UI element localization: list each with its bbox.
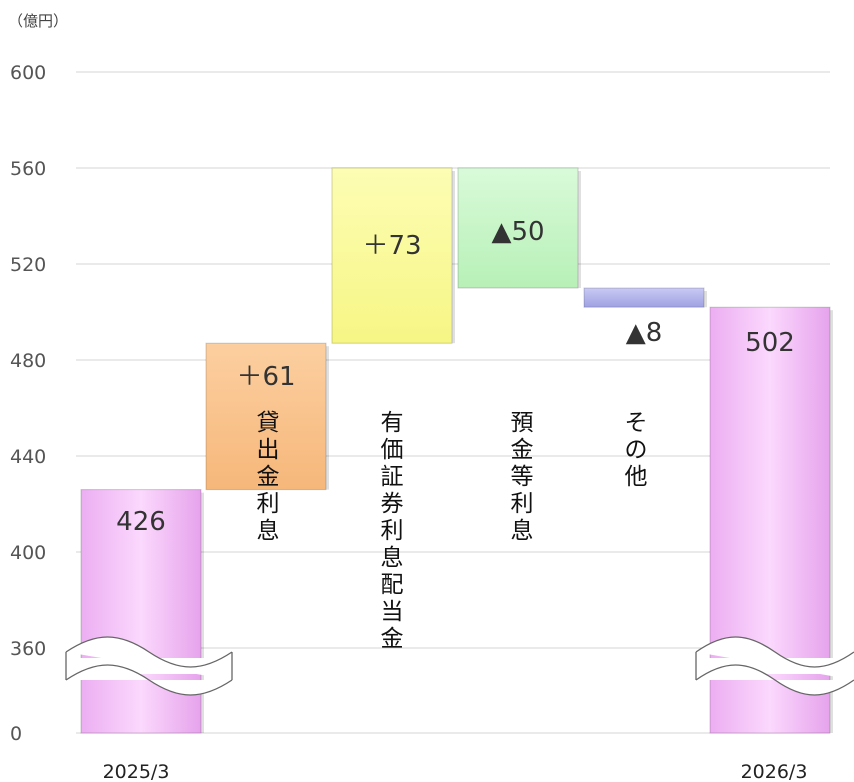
axis-breaks: [65, 636, 854, 696]
bars: [80, 167, 833, 734]
category-label-vertical: 預金等利息: [511, 410, 534, 544]
gridlines: [76, 71, 830, 734]
bar-5: [583, 287, 705, 308]
axis-break-wave: [65, 664, 233, 696]
value-label: ＋73: [362, 231, 421, 261]
value-label: ▲8: [626, 318, 663, 348]
bar-shadow: [704, 291, 707, 308]
category-label-vertical: 貸出金利息: [257, 410, 280, 544]
bar-2: [205, 342, 327, 491]
x-category-label: 2025/3: [103, 761, 170, 782]
y-tick-label: 560: [10, 158, 46, 180]
labels: 426 ＋61 ＋73 ▲50 ▲8 502 2025/3 貸出金利息 有価証券利息配当金 預金等…: [103, 217, 808, 782]
y-tick-label: 400: [10, 542, 46, 564]
bar-4: [457, 167, 579, 289]
bar-shadow: [578, 171, 581, 288]
y-axis-ticks: 600 560 520 480 440 400 360 0: [10, 62, 46, 745]
axis-break-cover: [696, 658, 854, 674]
y-tick-label: 480: [10, 350, 46, 372]
x-category-label: 2026/3: [741, 761, 808, 782]
category-label-vertical: その他: [625, 410, 648, 490]
value-label: 426: [116, 507, 166, 537]
bar-shadow: [326, 346, 329, 490]
axis-break-wave: [695, 664, 854, 696]
category-label-vertical: 有価証券利息配当金: [381, 410, 404, 652]
y-tick-label: 600: [10, 62, 46, 84]
bar-shadow: [201, 492, 204, 733]
y-tick-label: 520: [10, 254, 46, 276]
value-label: 502: [745, 328, 795, 358]
value-label: ＋61: [236, 362, 295, 392]
bar-shadow: [830, 310, 833, 733]
y-tick-label: 360: [10, 638, 46, 660]
axis-break-wave: [695, 636, 854, 668]
bar-shadow: [452, 171, 455, 344]
y-tick-label: 440: [10, 446, 46, 468]
axis-break-cover: [66, 658, 232, 674]
value-label: ▲50: [491, 217, 544, 247]
y-tick-label: 0: [10, 723, 22, 745]
bar-3: [331, 167, 453, 344]
unit-label: （億円）: [8, 12, 68, 30]
axis-break-wave: [65, 636, 233, 668]
